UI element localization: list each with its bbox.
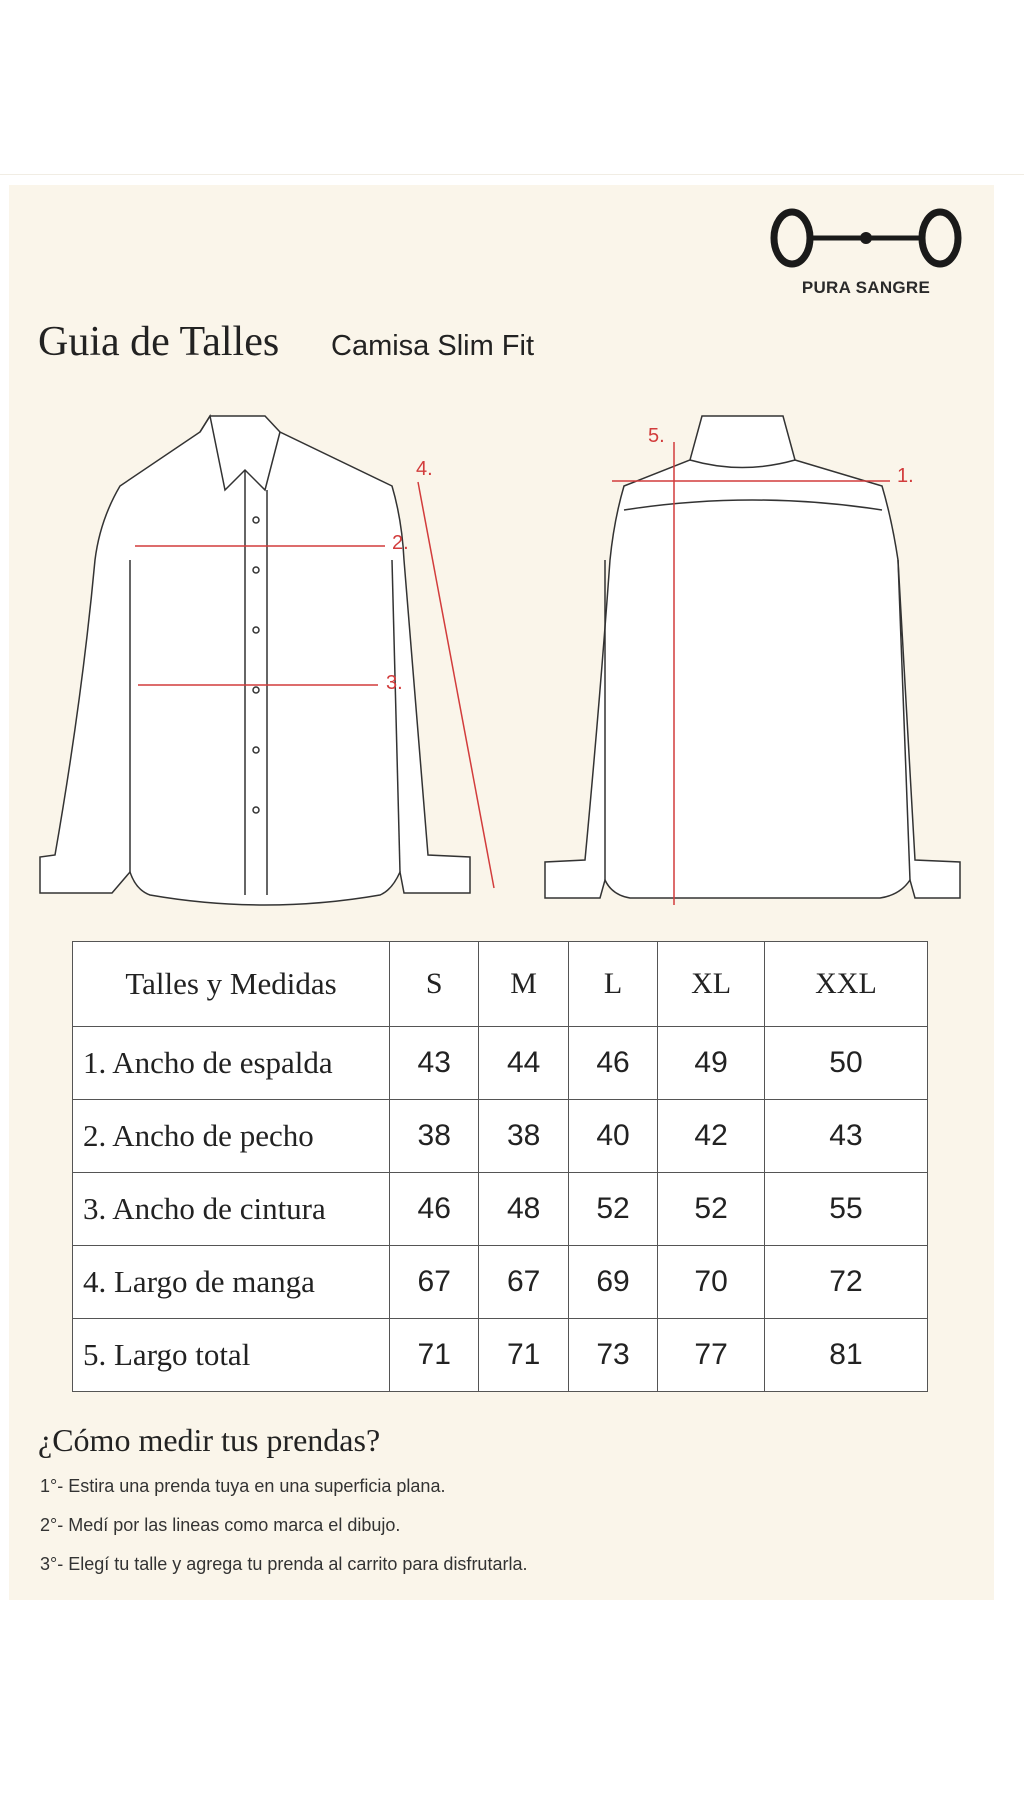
sleeve-measure-line bbox=[417, 481, 495, 889]
cell: 44 bbox=[478, 1026, 569, 1100]
instruction-step: 1°- Estira una prenda tuya en una superf… bbox=[40, 1476, 446, 1496]
cell: 70 bbox=[657, 1245, 765, 1319]
table-row: 3. Ancho de cintura 46 48 52 52 55 bbox=[72, 1172, 929, 1246]
label-sleeve: 4. bbox=[416, 458, 433, 480]
page-title: Guia de Talles bbox=[38, 319, 280, 365]
label-total-length: 5. bbox=[648, 425, 665, 447]
row-label: 3. Ancho de cintura bbox=[72, 1172, 390, 1246]
instruction-step: 3°- Elegí tu talle y agrega tu prenda al… bbox=[40, 1554, 528, 1574]
table-row: 5. Largo total 71 71 73 77 81 bbox=[72, 1318, 929, 1392]
size-header: L bbox=[567, 941, 659, 1027]
row-label: 1. Ancho de espalda bbox=[72, 1026, 390, 1100]
page-frame bbox=[0, 174, 1024, 1611]
cell: 38 bbox=[388, 1099, 480, 1173]
cell: 50 bbox=[763, 1026, 929, 1100]
cell: 69 bbox=[567, 1245, 659, 1319]
cell: 71 bbox=[478, 1318, 569, 1392]
cell: 48 bbox=[478, 1172, 569, 1246]
table-row: 4. Largo de manga 67 67 69 70 72 bbox=[72, 1245, 929, 1319]
cell: 42 bbox=[657, 1099, 765, 1173]
cell: 81 bbox=[763, 1318, 929, 1392]
page-subtitle: Camisa Slim Fit bbox=[331, 330, 535, 362]
cell: 55 bbox=[763, 1172, 929, 1246]
size-table: Talles y Medidas S M L XL XXL 1. Ancho d… bbox=[72, 941, 929, 1392]
cell: 67 bbox=[478, 1245, 569, 1319]
label-chest: 2. bbox=[392, 532, 409, 554]
size-header: M bbox=[478, 941, 569, 1027]
front-shirt-drawing bbox=[39, 414, 471, 906]
measurement-lines bbox=[135, 442, 890, 905]
table-header-row: Talles y Medidas S M L XL XXL bbox=[72, 941, 929, 1027]
size-header: S bbox=[388, 941, 480, 1027]
table-row: 1. Ancho de espalda 43 44 46 49 50 bbox=[72, 1026, 929, 1100]
cell: 52 bbox=[567, 1172, 659, 1246]
cell: 49 bbox=[657, 1026, 765, 1100]
cell: 40 bbox=[567, 1099, 659, 1173]
instructions-title: ¿Cómo medir tus prendas? bbox=[38, 1422, 381, 1458]
label-waist: 3. bbox=[386, 672, 403, 694]
cell: 38 bbox=[478, 1099, 569, 1173]
brand-logo: PURA SANGRE bbox=[768, 204, 964, 300]
back-shirt-drawing bbox=[544, 415, 961, 899]
cell: 46 bbox=[567, 1026, 659, 1100]
row-label: 5. Largo total bbox=[72, 1318, 390, 1392]
cell: 73 bbox=[567, 1318, 659, 1392]
cell: 72 bbox=[763, 1245, 929, 1319]
label-back-width: 1. bbox=[897, 465, 914, 487]
cell: 77 bbox=[657, 1318, 765, 1392]
cell: 67 bbox=[388, 1245, 480, 1319]
size-header: XXL bbox=[763, 941, 929, 1027]
row-label: 4. Largo de manga bbox=[72, 1245, 390, 1319]
cell: 52 bbox=[657, 1172, 765, 1246]
size-header: XL bbox=[657, 941, 765, 1027]
brand-name: PURA SANGRE bbox=[801, 278, 931, 297]
cell: 43 bbox=[763, 1099, 929, 1173]
horse-bit-icon bbox=[770, 208, 962, 268]
cell: 46 bbox=[388, 1172, 480, 1246]
cell: 71 bbox=[388, 1318, 480, 1392]
header-cell: Talles y Medidas bbox=[72, 941, 390, 1027]
shirt-diagram bbox=[39, 414, 961, 906]
table-row: 2. Ancho de pecho 38 38 40 42 43 bbox=[72, 1099, 929, 1173]
row-label: 2. Ancho de pecho bbox=[72, 1099, 390, 1173]
cell: 43 bbox=[388, 1026, 480, 1100]
instruction-step: 2°- Medí por las lineas como marca el di… bbox=[40, 1515, 401, 1535]
